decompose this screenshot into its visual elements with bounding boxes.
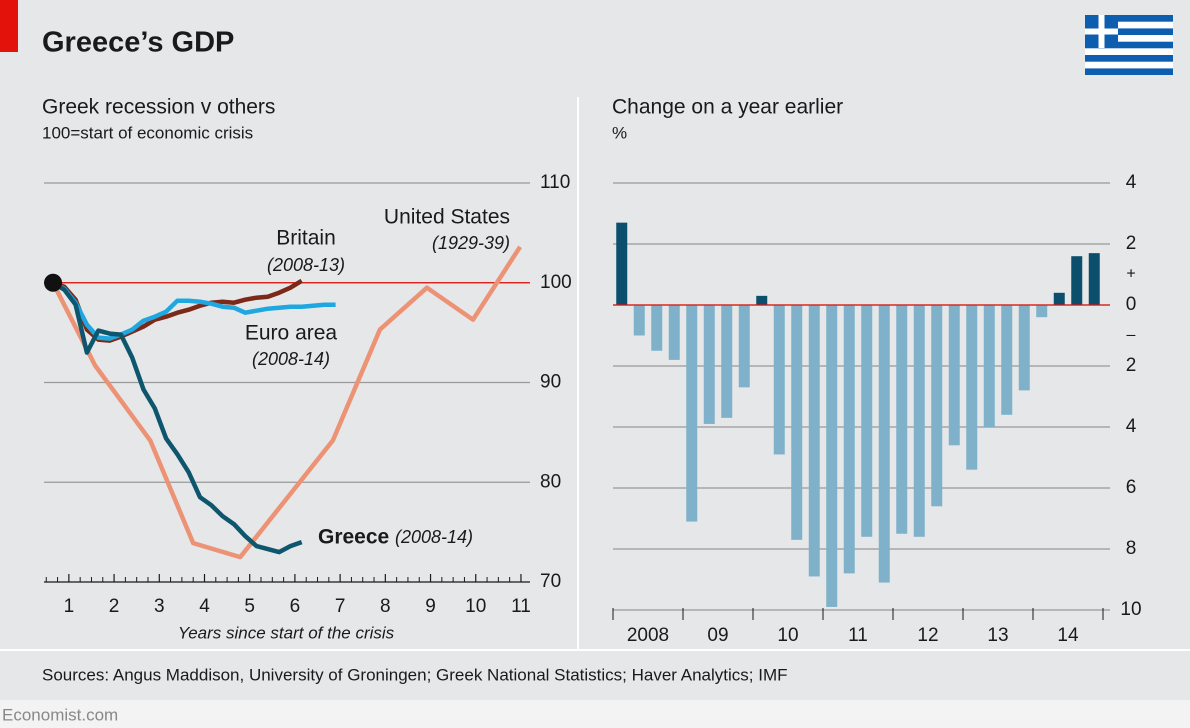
series-label: Britain bbox=[276, 227, 336, 250]
x-tick-label: 9 bbox=[425, 596, 436, 617]
x-axis-label: Years since start of the crisis bbox=[178, 623, 395, 642]
bar bbox=[808, 305, 820, 577]
x-tick-label: 4 bbox=[199, 596, 210, 617]
bar bbox=[756, 295, 768, 305]
bar bbox=[1088, 253, 1100, 305]
bar bbox=[913, 305, 925, 537]
bar bbox=[931, 305, 943, 507]
y-tick-label: 4 bbox=[1126, 416, 1137, 437]
bar bbox=[1036, 305, 1048, 318]
bar bbox=[983, 305, 995, 427]
source-note: Sources: Angus Maddison, University of G… bbox=[42, 665, 788, 684]
series-line bbox=[51, 280, 303, 555]
y-tick-label: 10 bbox=[1120, 599, 1141, 620]
x-tick-label: 14 bbox=[1057, 625, 1079, 646]
bar bbox=[826, 305, 838, 607]
bar bbox=[791, 305, 803, 540]
bar bbox=[633, 305, 645, 336]
x-tick-label: 12 bbox=[917, 625, 938, 646]
bar bbox=[1018, 305, 1030, 391]
sign-label: + bbox=[1126, 266, 1135, 283]
y-tick-label: 0 bbox=[1126, 294, 1137, 315]
left-title: Greek recession v others bbox=[42, 96, 275, 119]
series-line bbox=[51, 280, 336, 341]
x-tick-label: 11 bbox=[511, 596, 531, 617]
series-label: United States bbox=[384, 206, 510, 229]
right-y-label: % bbox=[612, 123, 627, 142]
red-tab bbox=[0, 0, 18, 52]
greek-flag bbox=[1085, 15, 1173, 75]
x-tick-label: 10 bbox=[777, 625, 798, 646]
bar bbox=[896, 305, 908, 534]
bar bbox=[948, 305, 960, 446]
bar bbox=[1053, 292, 1065, 305]
series-period: (1929-39) bbox=[432, 233, 510, 253]
series-label: Greece bbox=[318, 526, 389, 549]
x-tick-label: 11 bbox=[848, 625, 868, 646]
y-tick-label: 80 bbox=[540, 471, 561, 492]
bar bbox=[651, 305, 663, 351]
x-tick-label: 8 bbox=[380, 596, 391, 617]
sign-label: – bbox=[1127, 327, 1136, 344]
bar bbox=[878, 305, 890, 583]
bar bbox=[843, 305, 855, 574]
x-tick-label: 3 bbox=[154, 596, 165, 617]
bar bbox=[721, 305, 733, 418]
series-label: Euro area bbox=[245, 322, 338, 345]
bar bbox=[738, 305, 750, 388]
bar bbox=[668, 305, 680, 360]
x-tick-label: 5 bbox=[244, 596, 255, 617]
series-line bbox=[50, 245, 522, 560]
bar bbox=[966, 305, 978, 470]
x-tick-label: 13 bbox=[987, 625, 1008, 646]
series-period: (2008-14) bbox=[252, 349, 330, 369]
bar bbox=[616, 222, 628, 305]
y-tick-label: 2 bbox=[1126, 233, 1137, 254]
x-tick-label: 09 bbox=[707, 625, 728, 646]
series-period: (2008-13) bbox=[267, 255, 345, 275]
y-tick-label: 6 bbox=[1126, 477, 1137, 498]
x-tick-label: 10 bbox=[465, 596, 486, 617]
left-subtitle: 100=start of economic crisis bbox=[42, 123, 253, 142]
y-tick-label: 110 bbox=[540, 172, 570, 193]
page-title: Greece’s GDP bbox=[42, 27, 234, 59]
bar bbox=[703, 305, 715, 424]
bar bbox=[773, 305, 785, 455]
series-period: (2008-14) bbox=[395, 527, 473, 547]
y-tick-label: 90 bbox=[540, 372, 561, 393]
x-tick-label: 2008 bbox=[627, 625, 669, 646]
y-tick-label: 8 bbox=[1126, 538, 1137, 559]
right-title: Change on a year earlier bbox=[612, 96, 843, 119]
y-tick-label: 4 bbox=[1126, 172, 1137, 193]
x-tick-label: 2 bbox=[109, 596, 120, 617]
y-tick-label: 2 bbox=[1126, 355, 1137, 376]
x-tick-label: 6 bbox=[290, 596, 301, 617]
x-tick-label: 7 bbox=[335, 596, 346, 617]
start-point bbox=[44, 273, 63, 292]
y-tick-label: 70 bbox=[540, 571, 561, 592]
footer: Economist.com bbox=[2, 705, 118, 724]
bar bbox=[861, 305, 873, 537]
x-tick-label: 1 bbox=[64, 596, 75, 617]
y-tick-label: 100 bbox=[540, 272, 572, 293]
bar bbox=[1001, 305, 1013, 415]
bar bbox=[1071, 256, 1083, 305]
footer-strip bbox=[0, 700, 1190, 728]
bar bbox=[686, 305, 698, 522]
